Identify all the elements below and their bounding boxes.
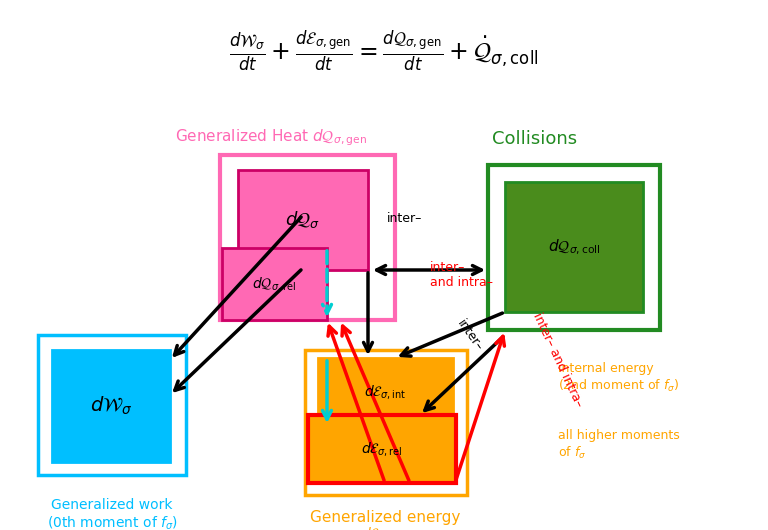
Text: Generalized Heat $d\mathcal{Q}_{\sigma,\mathrm{gen}}$: Generalized Heat $d\mathcal{Q}_{\sigma,\… <box>175 127 367 148</box>
Bar <box>222 248 327 320</box>
Text: $d\mathcal{Q}_{\sigma,\mathrm{rel}}$: $d\mathcal{Q}_{\sigma,\mathrm{rel}}$ <box>253 275 296 293</box>
Text: $\frac{d\mathcal{W}_{\sigma}}{dt} + \frac{d\mathcal{E}_{\sigma,\mathrm{gen}}}{dt: $\frac{d\mathcal{W}_{\sigma}}{dt} + \fra… <box>229 28 539 73</box>
Text: $d\mathcal{E}_{\sigma,\mathrm{gen}}$: $d\mathcal{E}_{\sigma,\mathrm{gen}}$ <box>362 526 409 530</box>
Bar <box>308 415 456 483</box>
Bar <box>318 358 453 426</box>
Text: internal energy
(2nd moment of $f_{\sigma}$): internal energy (2nd moment of $f_{\sigm… <box>558 362 679 394</box>
Text: $d\mathcal{E}_{\sigma,\mathrm{rel}}$: $d\mathcal{E}_{\sigma,\mathrm{rel}}$ <box>361 440 402 458</box>
Text: all higher moments
of $f_{\sigma}$: all higher moments of $f_{\sigma}$ <box>558 429 680 461</box>
Bar <box>238 170 368 270</box>
Bar <box>220 155 395 320</box>
Bar <box>38 335 186 475</box>
Text: inter–: inter– <box>387 211 422 225</box>
Text: inter–: inter– <box>455 317 485 353</box>
Text: $d\mathcal{Q}_{\sigma,\mathrm{coll}}$: $d\mathcal{Q}_{\sigma,\mathrm{coll}}$ <box>548 237 601 257</box>
Text: Collisions: Collisions <box>492 130 577 148</box>
Text: $d\mathcal{Q}_{\sigma}$: $d\mathcal{Q}_{\sigma}$ <box>286 209 321 231</box>
Text: Generalized energy: Generalized energy <box>310 510 460 525</box>
Bar <box>488 165 660 330</box>
Bar <box>52 350 170 462</box>
Bar <box>305 350 467 495</box>
Text: inter– and intra–: inter– and intra– <box>530 311 585 409</box>
Text: $d\mathcal{E}_{\sigma,\mathrm{int}}$: $d\mathcal{E}_{\sigma,\mathrm{int}}$ <box>364 383 406 401</box>
Bar <box>505 182 643 312</box>
Text: Generalized work
(0th moment of $f_{\sigma}$): Generalized work (0th moment of $f_{\sig… <box>47 498 177 530</box>
Text: inter–
and intra–: inter– and intra– <box>430 261 493 289</box>
Text: $d\mathcal{W}_{\sigma}$: $d\mathcal{W}_{\sigma}$ <box>90 395 132 417</box>
